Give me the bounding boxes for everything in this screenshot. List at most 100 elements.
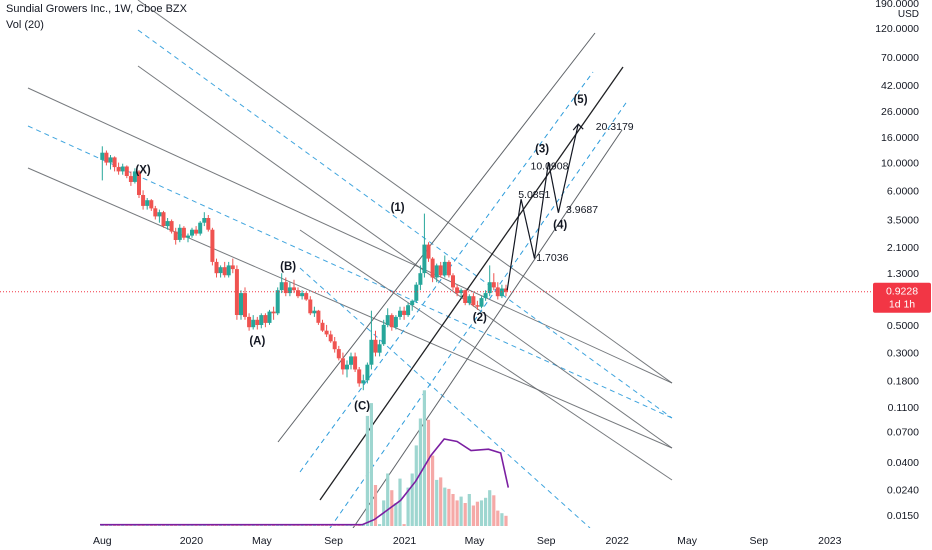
candle-body (304, 293, 309, 300)
volume-bar (479, 500, 484, 526)
candle-body (406, 305, 411, 316)
candle-body (112, 157, 117, 168)
pitchfork-channels (27, 0, 673, 528)
candle-body (186, 235, 190, 238)
candle-body (312, 310, 317, 314)
candle-body (451, 275, 455, 288)
projection-price-label: 20.3179 (596, 121, 634, 133)
elliott-annotations: (X) (A) (B) (C) (1) (2) (3) (4) (5) 5.0851 10.0908… (135, 94, 633, 413)
wave-label: (X) (135, 164, 151, 176)
volume-bar (447, 488, 451, 526)
volume-bar (475, 501, 479, 526)
candle-body (434, 265, 439, 278)
candle-body (369, 339, 374, 365)
candle-body (414, 284, 419, 301)
candle-body (471, 296, 476, 306)
price-axis-tick: 26.0000 (881, 106, 919, 118)
volume-bar (414, 445, 418, 526)
volume-bar (426, 419, 431, 526)
channel-line-down (137, 29, 673, 419)
price-axis-tick: 0.0400 (887, 457, 919, 469)
wave-label: (2) (473, 312, 487, 324)
volume-bar (471, 505, 475, 526)
candle-body (475, 305, 480, 307)
last-price-countdown: 1d 1h (889, 299, 915, 311)
candle-body (259, 315, 264, 325)
channel-line-up (352, 129, 623, 528)
volume-bar (488, 490, 492, 526)
candle-body (340, 358, 345, 370)
candle-body (137, 171, 141, 195)
wave-label: (C) (354, 401, 370, 413)
wave-label: (B) (280, 261, 296, 273)
candle-body (173, 231, 178, 240)
price-axis-tick: 70.0000 (881, 52, 919, 64)
price-axis-tick: 0.5000 (887, 320, 919, 332)
candle-body (381, 324, 386, 345)
candle-body (218, 267, 223, 274)
wave-label: (4) (553, 220, 567, 232)
volume-ma-line (100, 438, 510, 526)
wave-projection-path (506, 124, 579, 291)
candle-body (275, 290, 280, 314)
price-axis-tick: 2.1000 (887, 242, 919, 254)
volume-bar (435, 479, 439, 526)
candle-body (361, 380, 366, 384)
volume-bar (378, 524, 382, 526)
candle-body (398, 310, 402, 317)
volume-bar (431, 455, 435, 526)
candle-body (336, 349, 341, 359)
candle-body (422, 244, 427, 274)
volume-bar (373, 485, 378, 526)
time-axis-tick: 2022 (606, 535, 630, 547)
candle-body (239, 293, 243, 316)
candle-body (479, 298, 484, 307)
candle-body (104, 152, 109, 163)
price-axis-currency: USD (898, 9, 919, 20)
time-axis-tick: Sep (324, 535, 343, 547)
volume-bar (369, 403, 373, 526)
candle-body (296, 290, 300, 297)
candle-body (504, 288, 508, 292)
candle-body (279, 282, 284, 291)
candle-body (459, 290, 464, 294)
candle-body (153, 208, 158, 217)
candle-body (430, 258, 435, 278)
price-axis-tick: 42.0000 (881, 80, 919, 92)
volume-bar (398, 478, 402, 526)
wave-label: (3) (535, 144, 549, 156)
price-axis-tick: 3.5000 (887, 215, 919, 227)
candle-body (455, 287, 460, 294)
candle-body (328, 334, 333, 342)
wave-label: (1) (391, 202, 405, 214)
last-price-tag[interactable] (873, 282, 931, 313)
candle-body (418, 273, 423, 285)
volume-bar (390, 490, 394, 526)
candle-body (324, 330, 329, 335)
channel-line-up (319, 66, 624, 501)
time-axis-tick: Sep (749, 535, 768, 547)
candle-body (349, 356, 353, 365)
candle-body (345, 364, 349, 370)
candle-body (499, 288, 504, 297)
candle-body (365, 364, 370, 381)
price-axis-tick: 0.0150 (887, 510, 919, 522)
candle-body (132, 171, 137, 182)
channel-line-down (299, 229, 673, 481)
candle-body (410, 300, 415, 306)
price-axis-tick: 0.1100 (888, 402, 919, 414)
channel-line-down (27, 87, 673, 384)
volume-bar (422, 390, 426, 526)
volume-bar (402, 524, 406, 526)
channel-line-down (27, 167, 673, 449)
candle-body (320, 322, 325, 331)
price-axis-tick: 120.0000 (875, 23, 919, 35)
candle-body (206, 218, 211, 230)
volume-bar (484, 497, 488, 526)
volume-bars (100, 390, 510, 526)
volume-bar (463, 503, 467, 526)
price-axis-tick: 1.3000 (887, 268, 919, 280)
candle-body (308, 299, 313, 314)
volume-bar (386, 473, 390, 526)
